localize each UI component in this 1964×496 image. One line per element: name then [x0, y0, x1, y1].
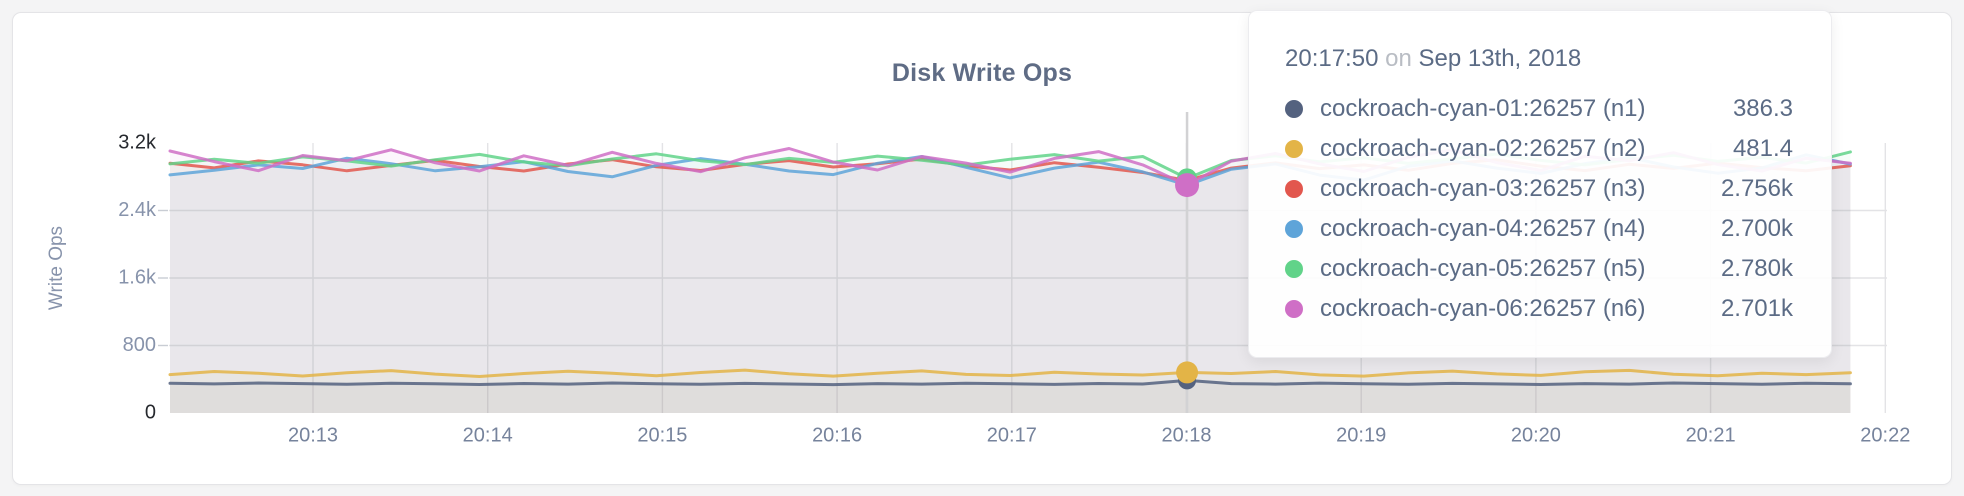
hover-point[interactable] — [1176, 361, 1199, 384]
tooltip-date: Sep 13th, 2018 — [1418, 45, 1582, 72]
tooltip-conjunction: on — [1385, 45, 1412, 72]
series-line — [168, 378, 1852, 387]
y-axis-tick-label: 3.2k — [118, 131, 157, 153]
tooltip-series-row: cockroach-cyan-04:26257 (n4) 2.700k — [1285, 209, 1793, 249]
series-value: 2.701k — [1720, 295, 1793, 322]
series-name: cockroach-cyan-05:26257 (n5) — [1320, 255, 1646, 282]
hover-point[interactable] — [1175, 173, 1200, 198]
series-name: cockroach-cyan-06:26257 (n6) — [1320, 295, 1646, 322]
series-value: 2.756k — [1720, 175, 1793, 202]
x-axis-tick-label: 20:14 — [463, 424, 513, 446]
x-axis-tick-label: 20:16 — [812, 424, 862, 446]
series-value: 2.780k — [1720, 255, 1793, 282]
x-axis-tick-label: 20:17 — [987, 424, 1037, 446]
chart-title: Disk Write Ops — [891, 59, 1073, 87]
series-name: cockroach-cyan-04:26257 (n4) — [1320, 215, 1646, 242]
series-value: 386.3 — [1732, 95, 1793, 122]
series-name: cockroach-cyan-02:26257 (n2) — [1320, 135, 1646, 162]
y-axis-tick-label: 0 — [145, 401, 156, 423]
series-area — [170, 370, 1851, 413]
series-name: cockroach-cyan-03:26257 (n3) — [1320, 175, 1646, 202]
x-axis-tick-label: 20:20 — [1511, 424, 1561, 446]
series-line — [168, 368, 1852, 378]
tooltip-time: 20:17:50 — [1285, 45, 1379, 72]
series-area — [170, 380, 1851, 413]
series-color-dot — [1285, 260, 1303, 278]
tooltip-header: 20:17:50 on Sep 13th, 2018 — [1285, 41, 1793, 77]
x-axis-tick-label: 20:18 — [1161, 424, 1211, 446]
chart-hover-tooltip: 20:17:50 on Sep 13th, 2018 cockroach-cya… — [1248, 10, 1832, 358]
tooltip-series-list: cockroach-cyan-01:26257 (n1) 386.3 cockroa… — [1285, 89, 1793, 329]
series-value: 481.4 — [1732, 135, 1793, 162]
x-axis-tick-label: 20:13 — [288, 424, 338, 446]
x-axis-tick-label: 20:22 — [1860, 424, 1910, 446]
series-color-dot — [1285, 100, 1303, 118]
tooltip-series-row: cockroach-cyan-02:26257 (n2) 481.4 — [1285, 129, 1793, 169]
series-name: cockroach-cyan-01:26257 (n1) — [1320, 95, 1646, 122]
tooltip-series-row: cockroach-cyan-06:26257 (n6) 2.701k — [1285, 289, 1793, 329]
y-axis-tick-label: 2.4k — [118, 199, 157, 221]
y-axis-tick-label: 800 — [123, 334, 156, 356]
series-color-dot — [1285, 140, 1303, 158]
series-color-dot — [1285, 220, 1303, 238]
y-axis-tick-label: 1.6k — [118, 266, 157, 288]
tooltip-series-row: cockroach-cyan-01:26257 (n1) 386.3 — [1285, 89, 1793, 129]
tooltip-series-row: cockroach-cyan-05:26257 (n5) 2.780k — [1285, 249, 1793, 289]
x-axis-tick-label: 20:21 — [1686, 424, 1736, 446]
y-axis-title: Write Ops — [46, 226, 67, 310]
series-color-dot — [1285, 180, 1303, 198]
series-color-dot — [1285, 300, 1303, 318]
series-value: 2.700k — [1720, 215, 1793, 242]
tooltip-series-row: cockroach-cyan-03:26257 (n3) 2.756k — [1285, 169, 1793, 209]
x-axis-tick-label: 20:15 — [637, 424, 687, 446]
x-axis-tick-label: 20:19 — [1336, 424, 1386, 446]
